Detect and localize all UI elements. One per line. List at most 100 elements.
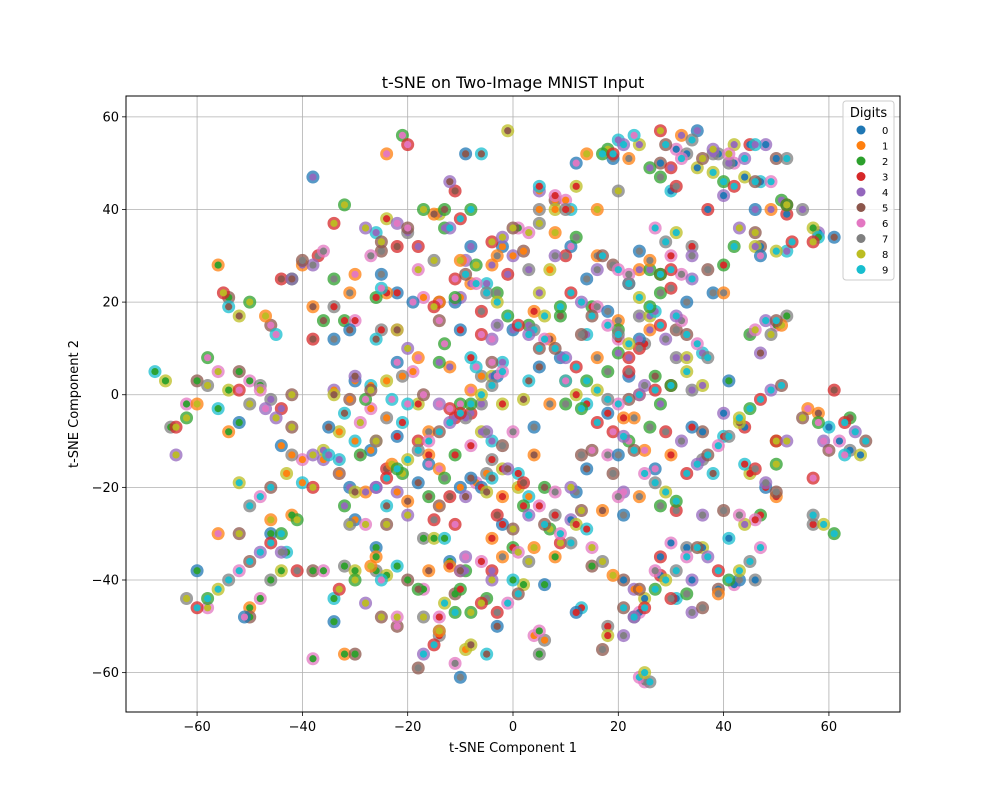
data-point-8 <box>583 150 591 158</box>
data-point-9 <box>741 154 749 163</box>
data-point-6 <box>456 400 464 408</box>
data-point-4 <box>498 358 507 366</box>
data-point-8 <box>488 576 496 584</box>
data-point-4 <box>751 242 759 251</box>
data-point-8 <box>656 127 665 135</box>
data-point-8 <box>272 414 280 422</box>
y-tick-label: 0 <box>111 388 119 403</box>
data-point-8 <box>414 266 422 274</box>
data-point-2 <box>330 618 338 626</box>
data-point-7 <box>298 256 306 265</box>
data-point-7 <box>562 400 570 408</box>
data-point-6 <box>462 553 470 561</box>
data-point-9 <box>651 479 659 487</box>
data-point-2 <box>430 534 438 542</box>
data-point-8 <box>204 381 212 390</box>
data-point-9 <box>467 400 475 408</box>
data-point-9 <box>525 511 533 519</box>
data-point-2 <box>509 576 517 584</box>
data-point-2 <box>225 386 233 394</box>
data-point-2 <box>193 377 201 385</box>
data-point-9 <box>720 178 728 186</box>
data-point-7 <box>714 590 722 598</box>
legend-marker-0 <box>856 125 866 135</box>
legend-marker-7 <box>856 234 866 243</box>
data-point-9 <box>193 604 201 612</box>
data-point-9 <box>725 432 733 441</box>
data-point-9 <box>662 488 670 496</box>
data-point-1 <box>335 428 343 436</box>
data-point-7 <box>483 428 491 436</box>
data-point-3 <box>535 502 543 510</box>
data-point-3 <box>551 191 559 200</box>
data-point-8 <box>751 229 759 237</box>
data-point-1 <box>635 585 643 593</box>
data-point-3 <box>572 182 580 190</box>
data-point-7 <box>735 511 744 519</box>
data-point-6 <box>393 358 401 366</box>
data-point-5 <box>756 349 765 357</box>
data-point-3 <box>667 451 675 459</box>
data-point-7 <box>683 590 691 598</box>
data-point-2 <box>351 567 359 575</box>
y-tick-label: 40 <box>102 203 119 218</box>
data-point-5 <box>393 242 401 251</box>
data-point-9 <box>577 405 586 413</box>
data-point-3 <box>456 326 464 334</box>
data-point-2 <box>330 594 338 603</box>
data-point-7 <box>604 307 612 315</box>
data-point-9 <box>256 493 264 501</box>
data-point-9 <box>514 321 522 329</box>
data-point-5 <box>530 451 538 459</box>
data-point-8 <box>340 201 349 209</box>
data-point-2 <box>214 261 222 269</box>
data-point-0 <box>656 159 665 167</box>
data-point-9 <box>704 553 712 561</box>
data-point-5 <box>340 409 349 417</box>
data-point-8 <box>735 224 744 232</box>
data-point-7 <box>635 493 643 501</box>
data-point-9 <box>841 418 849 427</box>
data-point-9 <box>498 367 507 376</box>
data-point-2 <box>246 604 254 612</box>
data-point-9 <box>656 270 665 278</box>
data-point-9 <box>693 340 701 348</box>
data-point-3 <box>446 562 454 570</box>
data-point-9 <box>504 599 512 607</box>
legend-marker-4 <box>856 187 866 197</box>
data-point-4 <box>667 164 675 172</box>
data-point-9 <box>572 363 580 371</box>
data-point-5 <box>372 335 380 343</box>
data-point-9 <box>714 442 722 450</box>
data-point-1 <box>498 242 507 251</box>
data-point-1 <box>456 483 464 491</box>
data-point-9 <box>383 474 391 482</box>
data-point-7 <box>667 284 675 292</box>
data-point-8 <box>430 303 438 311</box>
data-point-8 <box>419 205 428 214</box>
data-point-7 <box>604 451 612 459</box>
data-point-3 <box>720 261 728 269</box>
data-point-9 <box>683 469 691 478</box>
legend-label-6: 6 <box>882 219 888 230</box>
data-point-3 <box>583 525 591 533</box>
data-point-9 <box>772 317 780 325</box>
data-point-4 <box>635 335 643 343</box>
data-point-9 <box>556 530 564 538</box>
data-point-9 <box>462 270 470 278</box>
data-point-7 <box>572 233 580 241</box>
data-point-7 <box>609 469 617 478</box>
data-point-0 <box>698 428 707 436</box>
data-point-9 <box>656 321 665 329</box>
data-point-0 <box>751 576 759 584</box>
data-point-6 <box>393 219 401 227</box>
data-point-9 <box>493 298 501 306</box>
data-point-8 <box>214 367 222 376</box>
data-point-8 <box>361 599 370 607</box>
data-point-7 <box>683 298 691 306</box>
data-point-3 <box>351 317 359 325</box>
data-point-9 <box>614 266 622 274</box>
data-point-6 <box>451 275 459 283</box>
data-point-7 <box>425 428 433 436</box>
data-point-1 <box>546 266 554 274</box>
